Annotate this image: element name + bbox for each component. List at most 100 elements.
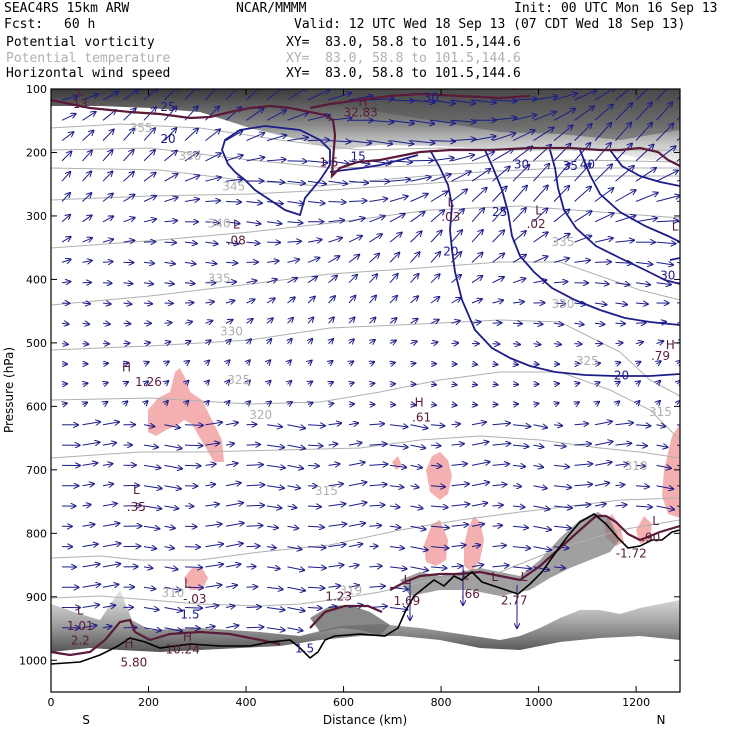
wind-vector xyxy=(471,322,481,324)
wind-vector xyxy=(492,525,503,526)
wind-vector xyxy=(266,445,284,447)
wind-vector xyxy=(328,276,338,284)
wind-vector xyxy=(512,279,525,284)
wind-vector xyxy=(307,567,326,568)
wind-vector xyxy=(369,216,385,223)
wind-vector xyxy=(574,106,595,121)
wind-vector xyxy=(102,239,113,242)
pv-label: .79 xyxy=(651,349,670,363)
extremum-marker: L xyxy=(652,514,659,528)
wind-vector xyxy=(143,526,159,529)
wind-vector xyxy=(656,283,671,285)
wind-vector xyxy=(656,146,676,162)
wind-vector xyxy=(553,258,569,263)
wind-vector xyxy=(287,424,306,429)
wind-vector xyxy=(267,339,271,344)
wind-vector xyxy=(328,484,344,486)
wind-vector xyxy=(164,128,177,141)
wind-vector xyxy=(492,443,511,445)
wind-vector xyxy=(594,303,607,305)
wind-vector xyxy=(410,486,419,488)
wind-vector xyxy=(164,506,179,509)
wind-vector xyxy=(328,544,346,546)
wind-vector xyxy=(144,362,149,364)
wind-vector xyxy=(533,546,551,551)
theta-label: 345 xyxy=(222,180,245,194)
wind-vector xyxy=(246,526,263,527)
wind-vector xyxy=(595,402,599,405)
wind-vector xyxy=(430,99,455,104)
wind-vector xyxy=(328,93,352,101)
wind-vector xyxy=(676,302,680,304)
wind-vector xyxy=(266,318,273,323)
wind-vector xyxy=(594,123,611,141)
wind-vector xyxy=(61,259,71,262)
wind-vector xyxy=(143,283,153,284)
terrain-line xyxy=(50,513,681,665)
wind-vector xyxy=(184,322,192,324)
wind-vector xyxy=(82,151,92,162)
wind-vector xyxy=(82,303,91,304)
extremum-marker: L xyxy=(672,220,679,234)
wind-vector xyxy=(594,213,614,223)
wind-vector xyxy=(369,586,385,587)
wind-vector xyxy=(184,152,199,162)
wind-vector xyxy=(61,96,78,101)
terrain-shading-mountain xyxy=(310,605,390,635)
extremum-marker: L xyxy=(447,195,454,209)
wind-vector xyxy=(102,262,113,263)
wind-vector xyxy=(410,141,435,144)
wind-vector xyxy=(348,443,362,446)
wind-vector xyxy=(635,323,646,324)
wind-vector xyxy=(369,444,387,445)
wind-vector xyxy=(205,484,216,486)
wind-vector xyxy=(246,281,257,283)
wind-vector xyxy=(226,401,230,405)
wind-vector xyxy=(636,362,641,364)
wind-vector xyxy=(471,253,483,263)
wind-vector xyxy=(287,445,305,448)
wind-vector xyxy=(534,403,539,404)
wind-vector xyxy=(102,443,116,445)
wind-vector xyxy=(329,382,334,384)
wind-speed-label: 1.5 xyxy=(295,642,314,656)
wind-vector xyxy=(410,296,419,304)
wind-vector xyxy=(82,584,101,587)
wind-vector xyxy=(61,215,70,223)
wind-vector xyxy=(656,102,673,121)
extremum-marker: L xyxy=(233,218,240,232)
wind-vector xyxy=(247,381,250,385)
wind-vector xyxy=(225,444,234,446)
wind-vector xyxy=(184,129,198,141)
x-tick-label: 400 xyxy=(236,696,257,709)
wind-vector xyxy=(266,506,281,508)
wind-vector xyxy=(471,152,494,162)
wind-vector xyxy=(143,506,161,509)
wind-vector xyxy=(143,303,152,304)
wind-vector xyxy=(410,445,426,448)
x-tick-label: 0 xyxy=(48,696,55,709)
wind-vector xyxy=(329,339,334,344)
wind-vector xyxy=(205,153,221,162)
wind-vector xyxy=(430,425,444,426)
wind-vector xyxy=(225,282,236,283)
wind-vector xyxy=(328,423,342,425)
model-title: SEAC4RS 15km ARW xyxy=(4,1,130,16)
wind-vector xyxy=(164,547,174,549)
wind-vector xyxy=(287,318,294,324)
wind-vector xyxy=(370,340,375,344)
wind-speed-label: 1.5 xyxy=(180,607,199,621)
wind-vector xyxy=(143,343,150,344)
wind-vector xyxy=(574,424,589,425)
wind-vector xyxy=(533,323,543,324)
pv-contour-tropopause xyxy=(51,98,680,179)
pv-label: 1.01 xyxy=(67,619,94,633)
wind-vector xyxy=(184,199,199,202)
wind-vector xyxy=(369,254,380,263)
extremum-marker: H xyxy=(122,360,131,374)
wind-vector xyxy=(246,546,260,547)
wind-vector xyxy=(451,484,469,486)
extremum-marker: L xyxy=(77,604,84,618)
wind-vector xyxy=(410,526,426,529)
wind-vector xyxy=(492,277,504,284)
